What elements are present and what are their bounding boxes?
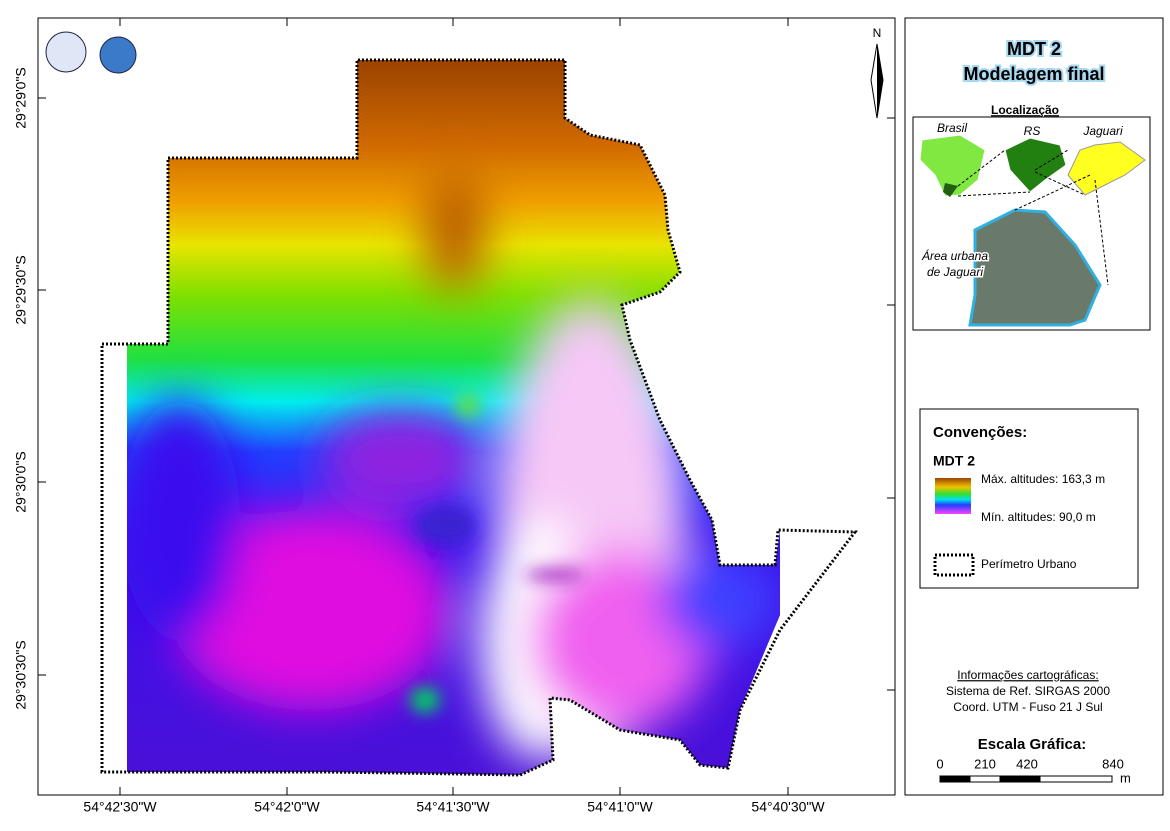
x-coord-label: 54°40'30"W [751, 799, 825, 815]
urban-area-label: de Jaguari [927, 265, 983, 279]
dem-features [127, 170, 780, 760]
logos [45, 31, 137, 74]
north-label: N [873, 26, 882, 40]
x-coord-label: 54°42'0"W [254, 799, 320, 815]
legend-max: Máx. altitudes: 163,3 m [981, 472, 1105, 486]
legend-min: Mín. altitudes: 90,0 m [981, 510, 1096, 524]
legend-layer: MDT 2 [933, 453, 975, 469]
logo-university [45, 31, 87, 73]
brasil-shape [919, 134, 986, 197]
urban-area-image [968, 208, 1102, 327]
location-title: Localização [991, 103, 1059, 117]
graticule: 54°42'30"W 54°42'0"W 54°41'30"W 54°41'0"W 54… [13, 18, 895, 815]
urban-perimeter [100, 58, 858, 777]
legend-perimeter: Perímetro Urbano [981, 557, 1077, 571]
info-line: Sistema de Ref. SIRGAS 2000 [946, 684, 1110, 698]
x-coord-label: 54°41'30"W [416, 799, 490, 815]
brasil-label: Brasil [937, 121, 967, 135]
rs-shape [1004, 137, 1067, 193]
y-coord-label: 29°29'30"S [13, 255, 29, 324]
y-coord-label: 29°30'30"S [13, 640, 29, 709]
scale-title: Escala Gráfica: [978, 736, 1086, 753]
y-coord-label: 29°29'0"S [13, 67, 29, 129]
title-line-1: MDT 2 [1007, 39, 1061, 59]
legend-title: Convenções: [933, 424, 1027, 441]
scale-bar [939, 775, 1113, 783]
scale-labels: 0 210 420 840 [936, 756, 1123, 771]
rs-label: RS [1024, 124, 1041, 138]
north-arrow: N [870, 26, 884, 119]
scale-label: 0 [936, 756, 943, 771]
inset-connectors [957, 149, 1109, 286]
info-heading: Informações cartográficas: [957, 668, 1098, 682]
scale-label: 840 [1102, 756, 1124, 771]
x-coord-label: 54°42'30"W [83, 799, 157, 815]
legend-ramp [935, 478, 971, 514]
jaguari-shape [1067, 141, 1146, 196]
scale-label: 420 [1016, 756, 1038, 771]
info-line: Coord. UTM - Fuso 21 J Sul [953, 700, 1102, 714]
scale-unit: m [1120, 770, 1131, 785]
north-arrow-fill [877, 44, 883, 118]
x-coord-label: 54°41'0"W [587, 799, 653, 815]
legend-perimeter-symbol [933, 553, 975, 577]
scale-label: 210 [974, 756, 996, 771]
dem-detail [410, 393, 585, 713]
logo-lab [99, 36, 137, 74]
jaguari-label: Jaguari [1082, 124, 1123, 138]
rs-in-brasil [943, 183, 958, 197]
title-line-2: Modelagem final [963, 64, 1104, 84]
y-coord-label: 29°30'0"S [13, 451, 29, 513]
urban-area-label: Área urbana [921, 248, 988, 263]
